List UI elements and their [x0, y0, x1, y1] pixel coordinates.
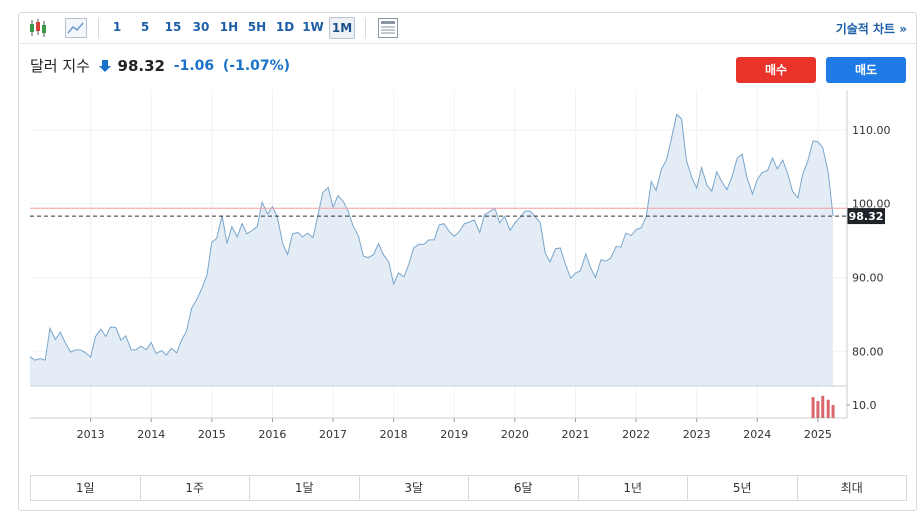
volume-tick-label: 10.0 — [852, 399, 877, 412]
toolbar: 1 5 15 30 1H 5H 1D 1W 1M 기술적 차트 » — [18, 12, 917, 44]
range-button[interactable]: 6달 — [469, 476, 579, 500]
line-icon[interactable] — [65, 18, 87, 38]
x-tick-label: 2023 — [683, 428, 711, 441]
candle-icon[interactable] — [28, 18, 48, 38]
y-tick-label: 110.00 — [852, 124, 891, 137]
price-change: -1.06 — [173, 57, 215, 74]
separator — [365, 18, 366, 38]
x-tick-label: 2021 — [561, 428, 589, 441]
interval-button[interactable]: 1W — [302, 20, 324, 34]
header: 달러 지수 98.32 -1.06 (-1.07%) — [30, 55, 290, 76]
range-button[interactable]: 1주 — [141, 476, 250, 500]
frame — [18, 12, 917, 511]
x-tick-label: 2014 — [137, 428, 165, 441]
separator — [98, 18, 99, 38]
price-change-percent: (-1.07%) — [222, 57, 291, 74]
range-button[interactable]: 3달 — [360, 476, 469, 500]
interval-button[interactable]: 30 — [192, 20, 210, 34]
table-icon[interactable] — [378, 18, 398, 38]
last-value-label: 98.32 — [849, 210, 884, 223]
volume-bar — [831, 404, 835, 418]
last-value-box — [847, 208, 885, 225]
interval-button[interactable]: 1H — [219, 20, 239, 34]
x-tick-label: 2022 — [622, 428, 650, 441]
x-tick-label: 2020 — [501, 428, 529, 441]
x-tick-label: 2025 — [804, 428, 832, 441]
down-arrow — [98, 59, 111, 72]
x-tick-label: 2019 — [440, 428, 468, 441]
instrument-name: 달러 지수 — [30, 57, 90, 75]
x-tick-label: 2016 — [258, 428, 286, 441]
y-tick-label: 100.00 — [852, 198, 891, 211]
y-tick-label: 80.00 — [852, 345, 884, 358]
volume-bar — [816, 401, 820, 418]
buy-button[interactable]: 매수 — [736, 57, 816, 83]
volume-bar — [821, 395, 825, 418]
interval-button[interactable]: 5H — [247, 20, 267, 34]
range-button[interactable]: 5년 — [688, 476, 798, 500]
sell-button[interactable]: 매도 — [826, 57, 906, 83]
volume-bar — [826, 399, 830, 418]
x-tick-label: 2024 — [743, 428, 771, 441]
area-fill — [30, 114, 834, 386]
interval-button[interactable]: 15 — [164, 20, 182, 34]
technical-chart-link[interactable]: 기술적 차트 » — [835, 22, 907, 36]
x-tick-label: 2017 — [319, 428, 347, 441]
range-button[interactable]: 1일 — [31, 476, 141, 500]
x-tick-label: 2018 — [380, 428, 408, 441]
volume-bar — [811, 397, 815, 418]
interval-button[interactable]: 1M — [329, 17, 355, 39]
interval-button[interactable]: 1 — [112, 20, 122, 34]
range-button[interactable]: 1년 — [579, 476, 688, 500]
x-tick-label: 2015 — [198, 428, 226, 441]
range-bar: 1일 1주 1달 3달 6달 1년 5년 최대 — [30, 475, 907, 501]
range-button[interactable]: 1달 — [250, 476, 360, 500]
x-tick-label: 2013 — [77, 428, 105, 441]
y-tick-label: 90.00 — [852, 271, 884, 284]
range-button[interactable]: 최대 — [840, 481, 863, 495]
interval-button[interactable]: 1D — [275, 20, 295, 34]
price-line — [29, 113, 834, 361]
last-price: 98.32 — [117, 56, 165, 75]
interval-button[interactable]: 5 — [140, 20, 150, 34]
